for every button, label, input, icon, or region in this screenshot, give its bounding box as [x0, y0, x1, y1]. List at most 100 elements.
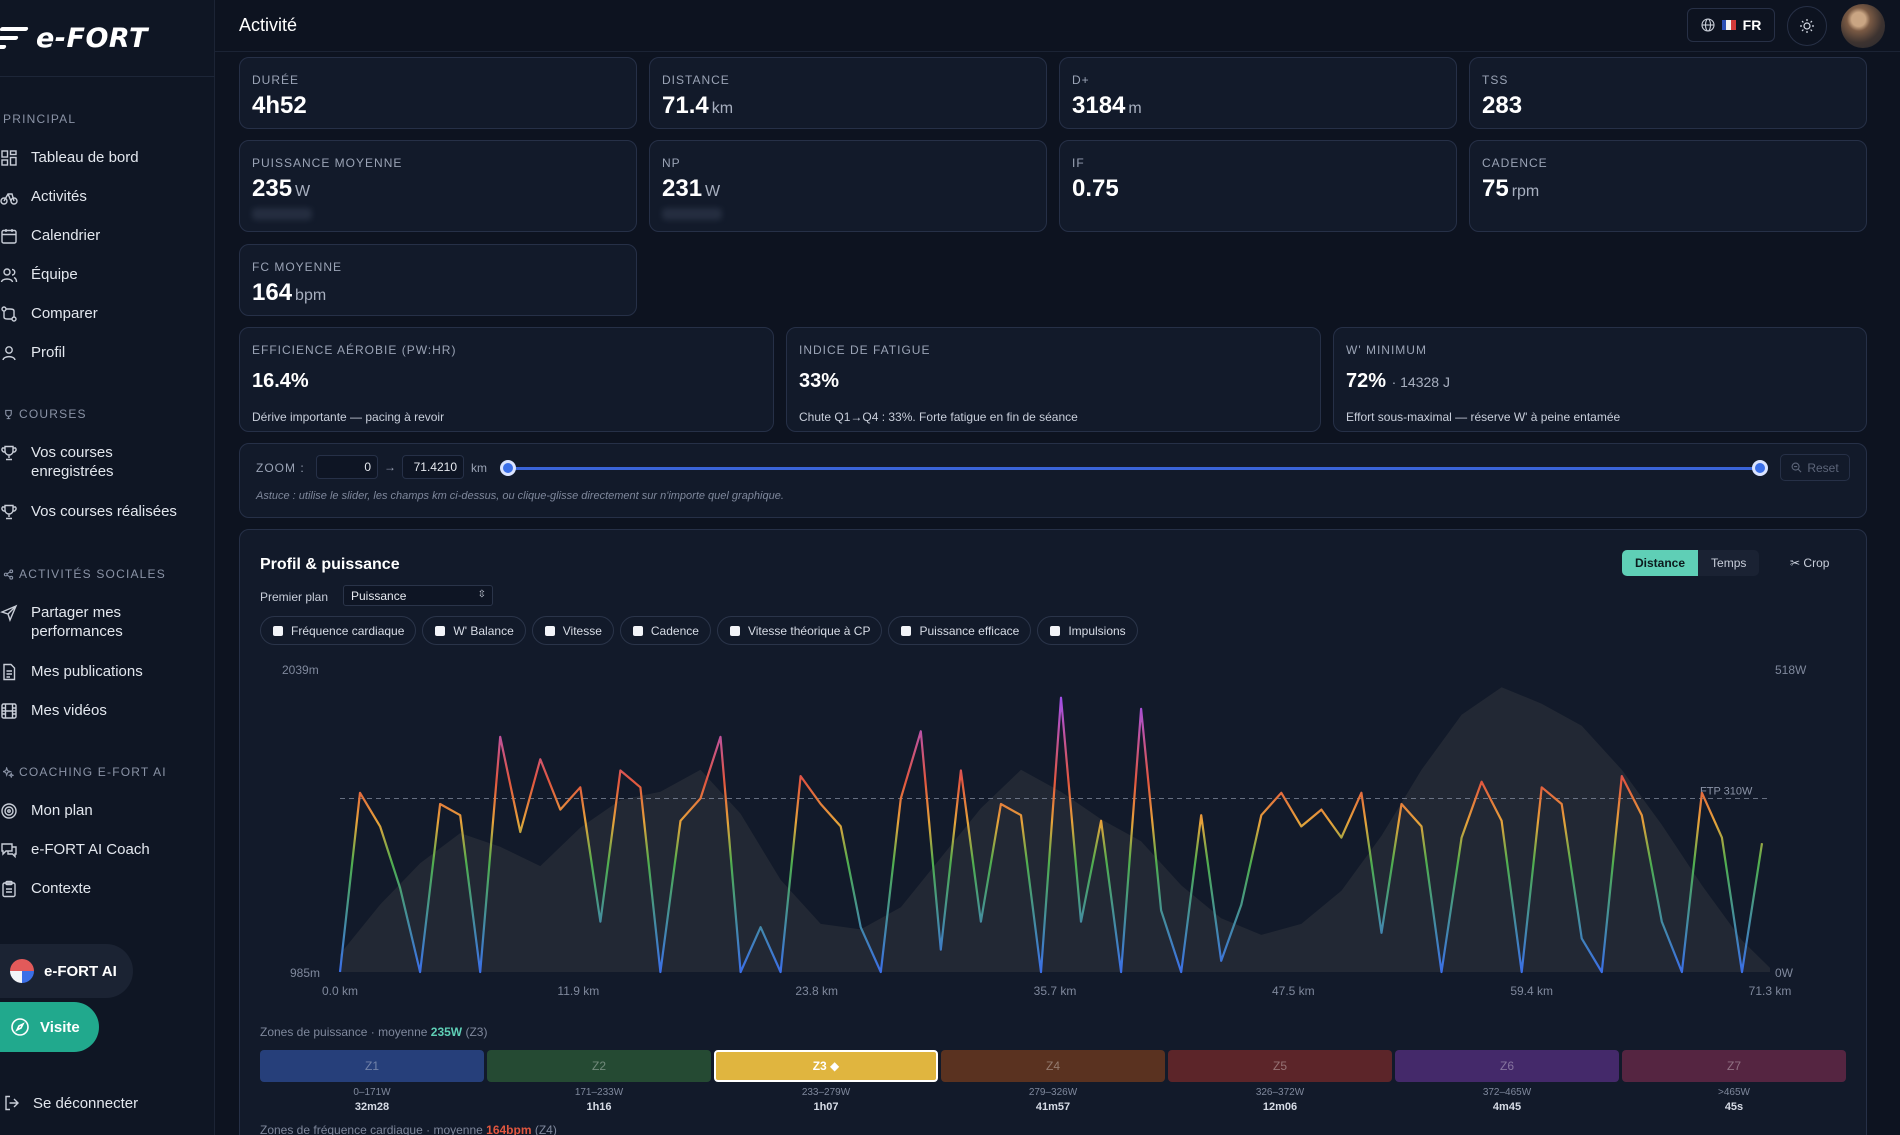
profile-power-chart[interactable]: FTP 310W 2039m 985m 518W 0W 0.0 km 11.9 k… [240, 660, 1868, 1040]
power-zone-6[interactable]: Z6 [1395, 1050, 1619, 1082]
zoom-to-input[interactable]: 71.4210 [402, 455, 464, 479]
insight-value: 16.4% [252, 370, 309, 392]
overlay-chip-effective-power[interactable]: Puissance efficace [888, 616, 1032, 645]
checkbox[interactable] [273, 625, 283, 636]
document-icon [3, 663, 16, 681]
ftp-label: FTP 310W [1700, 785, 1753, 797]
logout-button[interactable]: Se déconnecter [3, 1094, 138, 1112]
reset-button[interactable]: Reset [1780, 454, 1850, 481]
theme-toggle-button[interactable] [1787, 6, 1827, 46]
language-button[interactable]: FR [1687, 8, 1775, 42]
foreground-select[interactable]: Puissance ⇳ [343, 585, 493, 606]
globe-icon [1701, 18, 1715, 32]
overlay-chip-w-balance[interactable]: W' Balance [422, 616, 526, 645]
metric-value: 164 bpm [252, 279, 327, 306]
power-zone-2[interactable]: Z2 [487, 1050, 711, 1082]
power-zone-5[interactable]: Z5 [1168, 1050, 1392, 1082]
checkbox[interactable] [901, 625, 912, 636]
x-tick-label: 47.5 km [1272, 984, 1315, 998]
logout-icon [5, 1095, 19, 1111]
toggle-distance[interactable]: Distance [1622, 550, 1699, 576]
checkbox[interactable] [632, 625, 643, 636]
overlay-chip-speed[interactable]: Vitesse [531, 616, 614, 645]
grid-icon [1, 150, 17, 166]
logo-mark-icon [0, 25, 30, 51]
sidebar-item-compare[interactable]: Comparer [0, 304, 210, 323]
metric-card-np: NP 231 W [649, 140, 1047, 232]
metric-label: DISTANCE [662, 73, 730, 87]
sidebar-item-label: Mon plan [31, 802, 93, 819]
sidebar-item-videos[interactable]: Mes vidéos [0, 701, 210, 720]
overlay-chip-cadence[interactable]: Cadence [619, 616, 711, 645]
sidebar-item-label: Vos courses réalisées [31, 503, 177, 520]
power-zone-3[interactable]: Z3 ◆ [714, 1050, 938, 1082]
power-zone-range: 171–233W [574, 1087, 624, 1098]
sidebar-item-label: Contexte [31, 880, 92, 897]
power-zone-range: 233–279W [801, 1087, 851, 1098]
metric-card-avg-power: PUISSANCE MOYENNE 235 W [239, 140, 637, 232]
sidebar-item-label: e-FORT AI Coach [31, 841, 150, 858]
power-zone-time: 4m45 [1492, 1101, 1522, 1113]
visit-button-label: Visite [40, 1018, 80, 1036]
insight-value: 72% · 14328 J [1346, 370, 1450, 392]
insight-card-aerobic-efficiency: EFFICIENCE AÉROBIE (PW:HR) 16.4% Dérive … [239, 327, 774, 432]
sidebar-item-activities[interactable]: Activités [0, 187, 210, 206]
sidebar-item-plan[interactable]: Mon plan [0, 801, 210, 820]
chart-title: Profil & puissance [260, 556, 400, 573]
power-zones-avg: 235W [430, 1025, 463, 1039]
sidebar-item-team[interactable]: Équipe [0, 265, 210, 284]
sidebar-item-ai-coach[interactable]: e-FORT AI Coach [0, 840, 210, 859]
overlay-chip-impulses[interactable]: Impulsions [1037, 616, 1138, 645]
logo[interactable]: e-FORT [0, 18, 148, 58]
scissors-icon: ✂ [1790, 556, 1801, 570]
zoom-from-input[interactable]: 0 [316, 455, 378, 479]
sidebar-item-calendar[interactable]: Calendrier [0, 226, 210, 245]
sidebar-item-profile[interactable]: Profil [0, 343, 210, 362]
target-icon [1, 803, 17, 819]
checkbox[interactable] [435, 625, 446, 636]
ai-button[interactable]: e-FORT AI [0, 944, 133, 998]
crop-button[interactable]: ✂ Crop [1790, 556, 1830, 570]
overlay-chip-cp-speed[interactable]: Vitesse théorique à CP [716, 616, 883, 645]
sidebar-item-dashboard[interactable]: Tableau de bord [0, 148, 210, 167]
checkbox[interactable] [729, 625, 740, 636]
sidebar-item-publications[interactable]: Mes publications [0, 662, 210, 681]
header: Activité FR [215, 0, 1900, 52]
foreground-label: Premier plan [260, 590, 329, 604]
zoom-slider-start-handle[interactable] [500, 460, 516, 476]
checkbox[interactable] [1050, 625, 1061, 636]
zoom-slider-track[interactable] [507, 467, 1760, 470]
language-label: FR [1742, 17, 1762, 33]
ai-button-label: e-FORT AI [44, 962, 117, 980]
section-title-principal: PRINCIPAL [3, 112, 77, 126]
sidebar-item-label: Tableau de bord [31, 149, 139, 166]
section-title-social: ACTIVITÉS SOCIALES [3, 567, 166, 581]
power-zone-4[interactable]: Z4 [941, 1050, 1165, 1082]
send-icon [0, 604, 18, 622]
sun-icon [1800, 19, 1814, 33]
overlay-chip-heart-rate[interactable]: Fréquence cardiaque [260, 616, 417, 645]
zoom-unit: km [471, 461, 487, 475]
sidebar-item-label: Profil [31, 344, 66, 361]
zoom-slider-end-handle[interactable] [1752, 460, 1768, 476]
sidebar-item-label: Partager mes performances [31, 604, 123, 640]
checkbox[interactable] [544, 625, 555, 636]
sidebar-item-label: Mes vidéos [31, 702, 107, 719]
power-zone-1[interactable]: Z1 [260, 1050, 484, 1082]
bike-icon [0, 193, 18, 205]
toggle-time[interactable]: Temps [1711, 556, 1747, 570]
insight-description: Chute Q1→Q4 : 33%. Forte fatigue en fin … [799, 410, 1078, 424]
x-tick-label: 23.8 km [795, 984, 838, 998]
sidebar-item-saved-races[interactable]: Vos courses enregistrées [0, 443, 210, 481]
avatar[interactable] [1841, 4, 1885, 48]
metric-label: TSS [1482, 73, 1509, 87]
metric-value: 3184 m [1072, 92, 1142, 119]
power-zone-7[interactable]: Z7 [1622, 1050, 1846, 1082]
sidebar-item-label: Comparer [31, 305, 98, 322]
metric-label: CADENCE [1482, 156, 1548, 170]
visit-button[interactable]: Visite [0, 1002, 99, 1052]
insight-label: EFFICIENCE AÉROBIE (PW:HR) [252, 343, 457, 357]
sidebar-item-context[interactable]: Contexte [0, 879, 210, 898]
sidebar-item-share[interactable]: Partager mes performances [0, 603, 210, 641]
sidebar-item-completed-races[interactable]: Vos courses réalisées [0, 502, 210, 521]
